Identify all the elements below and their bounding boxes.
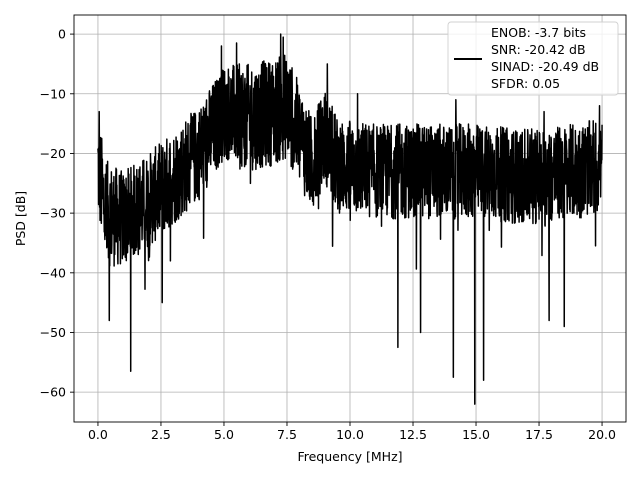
legend: ENOB: -3.7 bits SNR: -20.42 dB SINAD: -2… [447, 21, 619, 96]
series-layer [97, 33, 603, 405]
x-tick-label: 2.5 [151, 427, 171, 442]
y-tick-label: 0 [58, 27, 66, 42]
x-tick-label: 7.5 [277, 427, 297, 442]
x-axis-label: Frequency [MHz] [297, 449, 402, 464]
y-axis-label: PSD [dB] [13, 191, 28, 246]
x-tick-label: 20.0 [588, 427, 616, 442]
x-tick-label: 15.0 [462, 427, 490, 442]
legend-snr: SNR: -20.42 dB [491, 42, 586, 57]
psd-series-line [97, 33, 603, 405]
y-tick-label: −20 [40, 146, 66, 161]
x-tick-label: 12.5 [399, 427, 427, 442]
y-axis: 0 −10 −20 −30 −40 −50 −60 [40, 27, 74, 400]
x-tick-label: 17.5 [525, 427, 553, 442]
x-tick-label: 5.0 [214, 427, 234, 442]
x-axis: 0.0 2.5 5.0 7.5 10.0 12.5 15.0 17.5 20.0 [88, 422, 616, 442]
y-tick-label: −60 [40, 385, 66, 400]
legend-sfdr: SFDR: 0.05 [491, 76, 560, 91]
y-tick-label: −40 [40, 265, 66, 280]
x-tick-label: 10.0 [336, 427, 364, 442]
legend-enob: ENOB: -3.7 bits [491, 25, 586, 40]
y-tick-label: −10 [40, 86, 66, 101]
legend-sinad: SINAD: -20.49 dB [491, 59, 599, 74]
x-tick-label: 0.0 [88, 427, 108, 442]
legend-box [447, 21, 619, 96]
y-tick-label: −50 [40, 325, 66, 340]
y-tick-label: −30 [40, 206, 66, 221]
